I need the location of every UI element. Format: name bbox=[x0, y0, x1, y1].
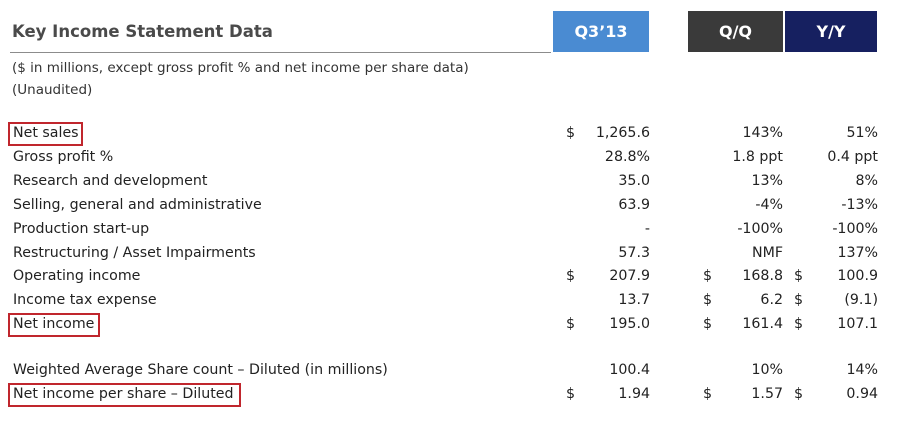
row-label: Net income per share – Diluted bbox=[13, 386, 234, 402]
row-label: Restructuring / Asset Impairments bbox=[13, 245, 256, 261]
row-label: Weighted Average Share count – Diluted (… bbox=[13, 362, 388, 378]
cell-yy: 51% bbox=[846, 125, 878, 141]
cell-qq: 168.8 bbox=[742, 268, 783, 284]
cell-qq: 1.8 ppt bbox=[732, 149, 783, 165]
cell-qq: 161.4 bbox=[742, 316, 783, 332]
cell-q3: 1.94 bbox=[618, 386, 650, 402]
row-label: Net income bbox=[13, 316, 95, 332]
highlight-box bbox=[8, 383, 241, 407]
column-header-qq: Q/Q bbox=[688, 11, 783, 52]
cell-yy: 14% bbox=[846, 362, 878, 378]
column-header-q3: Q3’13 bbox=[553, 11, 649, 52]
cell-yy: 0.4 ppt bbox=[827, 149, 878, 165]
unaudited-note: (Unaudited) bbox=[12, 82, 93, 98]
currency-symbol: $ bbox=[566, 386, 576, 402]
cell-yy: 137% bbox=[837, 245, 878, 261]
cell-qq: -4% bbox=[755, 197, 783, 213]
currency-symbol: $ bbox=[794, 268, 804, 284]
currency-symbol: $ bbox=[794, 316, 804, 332]
units-note: ($ in millions, except gross profit % an… bbox=[12, 60, 469, 76]
currency-symbol: $ bbox=[566, 268, 576, 284]
cell-yy: 0.94 bbox=[846, 386, 878, 402]
cell-q3: - bbox=[644, 221, 650, 237]
cell-q3: 28.8% bbox=[604, 149, 650, 165]
row-label: Income tax expense bbox=[13, 292, 157, 308]
cell-q3: 57.3 bbox=[618, 245, 650, 261]
cell-qq: 10% bbox=[751, 362, 783, 378]
currency-symbol: $ bbox=[703, 292, 713, 308]
cell-yy: -100% bbox=[832, 221, 878, 237]
row-label: Selling, general and administrative bbox=[13, 197, 262, 213]
column-header-yy: Y/Y bbox=[785, 11, 877, 52]
row-label: Net sales bbox=[13, 125, 79, 141]
cell-qq: 143% bbox=[742, 125, 783, 141]
currency-symbol: $ bbox=[794, 386, 804, 402]
currency-symbol: $ bbox=[703, 316, 713, 332]
cell-yy: (9.1) bbox=[844, 292, 878, 308]
page-title: Key Income Statement Data bbox=[12, 22, 273, 41]
cell-yy: 107.1 bbox=[837, 316, 878, 332]
cell-q3: 100.4 bbox=[609, 362, 650, 378]
highlight-box bbox=[8, 313, 100, 337]
row-label: Production start-up bbox=[13, 221, 150, 237]
currency-symbol: $ bbox=[794, 292, 804, 308]
cell-q3: 35.0 bbox=[618, 173, 650, 189]
cell-q3: 195.0 bbox=[609, 316, 650, 332]
cell-yy: -13% bbox=[841, 197, 878, 213]
row-label: Operating income bbox=[13, 268, 141, 284]
currency-symbol: $ bbox=[703, 386, 713, 402]
cell-qq: -100% bbox=[737, 221, 783, 237]
cell-qq: NMF bbox=[751, 245, 783, 261]
row-label: Gross profit % bbox=[13, 149, 114, 165]
currency-symbol: $ bbox=[566, 316, 576, 332]
title-divider bbox=[10, 52, 551, 53]
cell-yy: 100.9 bbox=[837, 268, 878, 284]
highlight-box bbox=[8, 122, 83, 146]
currency-symbol: $ bbox=[703, 268, 713, 284]
cell-q3: 1,265.6 bbox=[595, 125, 650, 141]
currency-symbol: $ bbox=[566, 125, 576, 141]
cell-yy: 8% bbox=[855, 173, 878, 189]
cell-qq: 1.57 bbox=[751, 386, 783, 402]
cell-q3: 13.7 bbox=[618, 292, 650, 308]
cell-qq: 6.2 bbox=[760, 292, 783, 308]
cell-q3: 63.9 bbox=[618, 197, 650, 213]
row-label: Research and development bbox=[13, 173, 208, 189]
cell-qq: 13% bbox=[751, 173, 783, 189]
cell-q3: 207.9 bbox=[609, 268, 650, 284]
